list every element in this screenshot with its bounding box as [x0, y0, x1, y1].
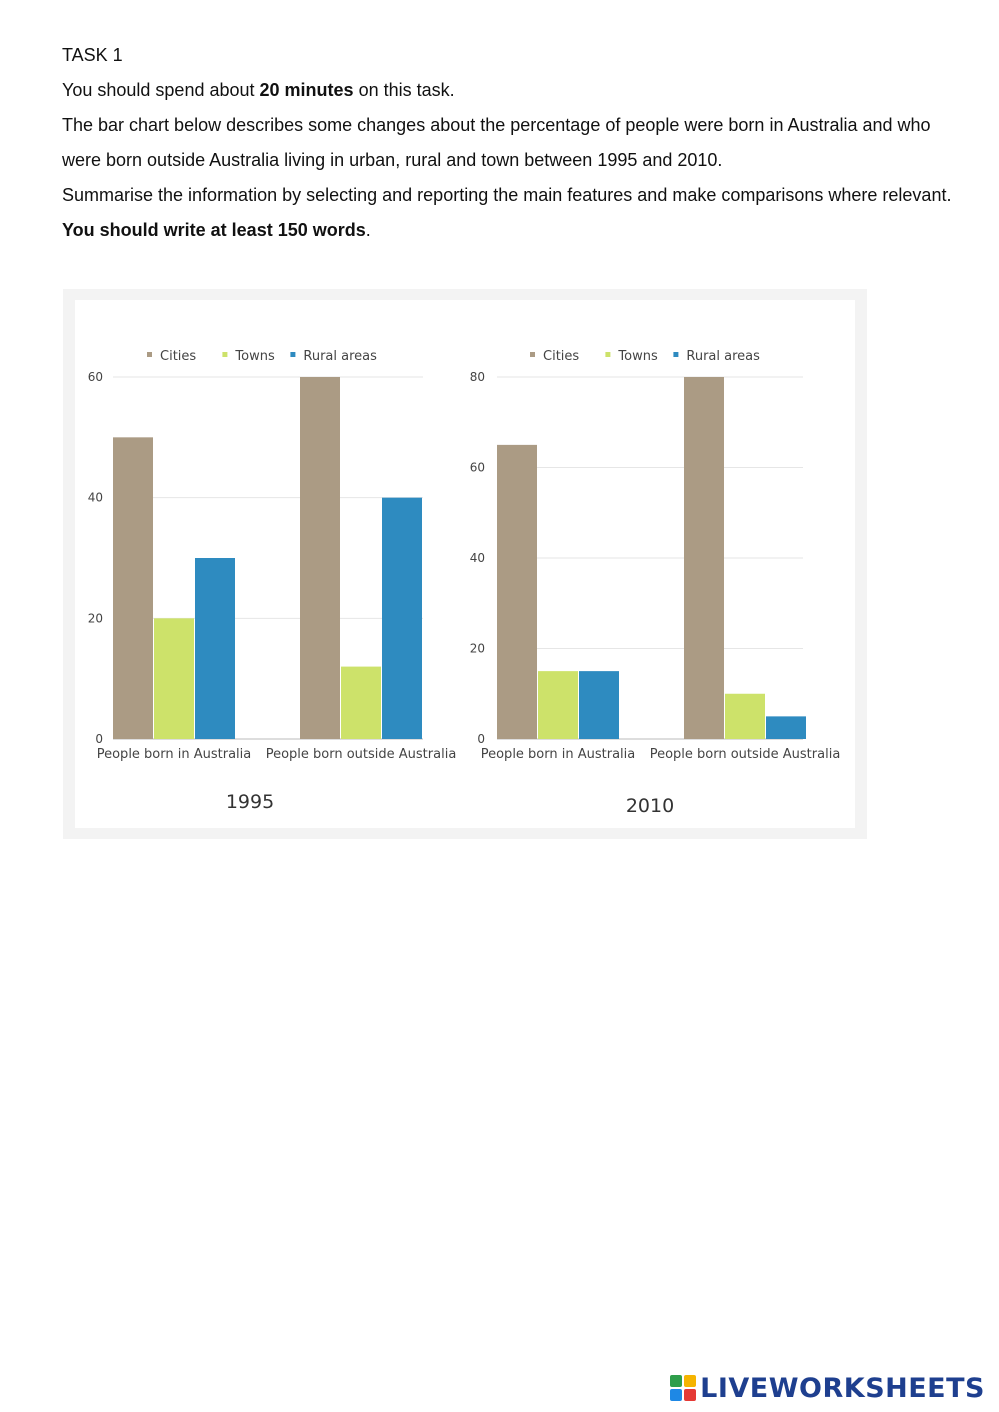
logo-text: LIVEWORKSHEETS [700, 1372, 985, 1404]
legend-swatch [605, 352, 611, 357]
y-tick-label: 80 [470, 370, 485, 384]
bar [341, 666, 381, 739]
legend-swatch [222, 352, 228, 357]
category-label: People born in Australia [481, 747, 636, 762]
y-tick-label: 40 [88, 491, 103, 505]
legend-swatch [147, 352, 152, 357]
y-tick-label: 60 [88, 370, 103, 384]
bar [497, 444, 537, 739]
y-tick-label: 0 [95, 732, 103, 746]
y-tick-label: 0 [477, 732, 485, 746]
liveworksheets-logo: LIVEWORKSHEETS [670, 1372, 985, 1404]
legend-label: Rural areas [303, 349, 377, 364]
legend-label: Cities [160, 349, 196, 364]
category-label: People born outside Australia [650, 747, 841, 762]
chart-panel: 0 20 40 60 Cities Towns Rural areas People born… [75, 300, 855, 828]
bar [579, 671, 619, 739]
bar [382, 497, 422, 739]
legend-swatch [290, 352, 296, 357]
bar [766, 716, 806, 739]
task-instructions: TASK 1 You should spend about 20 minutes… [62, 38, 952, 248]
word-count-instruction: You should write at least 150 words. [62, 220, 371, 240]
y-tick-label: 20 [470, 642, 485, 656]
chart-title: 2010 [626, 795, 674, 817]
legend-label: Rural areas [686, 349, 760, 364]
chart-image-frame: 0 20 40 60 Cities Towns Rural areas People born… [63, 289, 867, 839]
bar-charts-svg: 0 20 40 60 Cities Towns Rural areas People born… [88, 349, 841, 817]
bar [725, 693, 765, 739]
legend-swatch [673, 352, 679, 357]
category-label: People born in Australia [97, 747, 252, 762]
legend-swatch [530, 352, 535, 357]
bar [195, 558, 235, 739]
y-tick-label: 60 [470, 461, 485, 475]
legend-label: Towns [617, 349, 658, 364]
task-heading: TASK 1 [62, 45, 123, 65]
category-label: People born outside Australia [266, 747, 457, 762]
bar [154, 618, 194, 739]
legend-label: Towns [234, 349, 275, 364]
bar [538, 671, 578, 739]
time-instruction: You should spend about 20 minutes on thi… [62, 80, 455, 100]
bar [684, 377, 724, 739]
word-count-emphasis: You should write at least 150 words [62, 220, 366, 240]
task-summary-instruction: Summarise the information by selecting a… [62, 185, 952, 205]
task-description: The bar chart below describes some chang… [62, 115, 931, 170]
bar [113, 437, 153, 739]
bar [300, 377, 340, 739]
chart-title: 1995 [226, 791, 274, 813]
time-emphasis: 20 minutes [259, 80, 354, 100]
y-tick-label: 40 [470, 551, 485, 565]
y-tick-label: 20 [88, 611, 103, 625]
legend-label: Cities [543, 349, 579, 364]
logo-mark-icon [670, 1375, 697, 1401]
